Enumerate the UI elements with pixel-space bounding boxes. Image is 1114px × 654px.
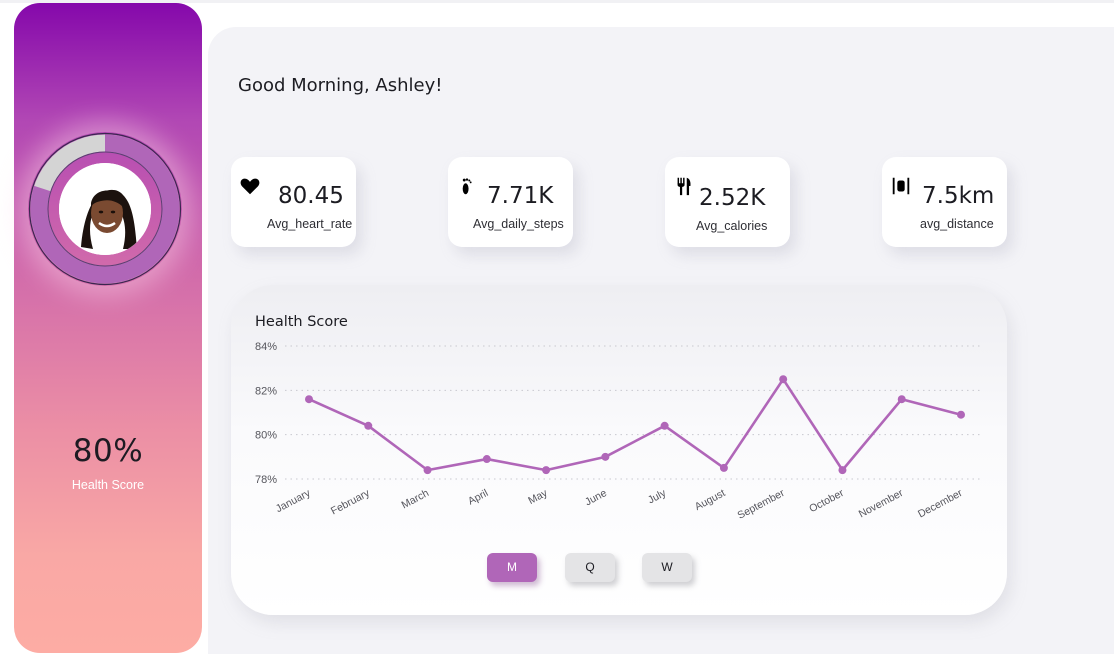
greeting-heading: Good Morning, Ashley!: [238, 75, 443, 96]
series-line: [308, 377, 962, 472]
x-tick-label: July: [646, 487, 669, 507]
data-point: [660, 421, 669, 430]
progress-ring-graphic: [28, 132, 182, 286]
data-point: [719, 463, 728, 472]
top-border: [0, 0, 1114, 3]
x-tick-label: October: [807, 487, 846, 515]
x-tick-label: January: [274, 487, 313, 515]
kpi-value: 2.52K: [699, 185, 766, 211]
avatar-portrait: [59, 163, 151, 255]
profile-sidebar: 80% Health Score: [14, 3, 202, 653]
main-panel: Good Morning, Ashley! 80.45 Avg_heart_ra…: [208, 27, 1114, 654]
health-score-label: Health Score: [71, 478, 145, 492]
kpi-label: Avg_calories: [696, 219, 768, 233]
kpi-label: Avg_daily_steps: [473, 217, 564, 231]
kpi-value: 80.45: [278, 183, 344, 209]
x-tick-label: November: [857, 487, 906, 521]
kpi-value: 7.5km: [922, 183, 995, 209]
data-point: [542, 466, 551, 475]
y-tick-label: 80%: [255, 430, 277, 442]
data-point: [364, 421, 373, 430]
health-score-value: 80%: [72, 433, 144, 469]
profile-progress-ring: [28, 132, 182, 286]
x-tick-label: September: [736, 487, 787, 522]
x-tick-label: December: [916, 487, 965, 521]
kpi-label: Avg_heart_rate: [267, 217, 353, 231]
data-point: [305, 395, 313, 404]
period-button-quarter[interactable]: Q: [565, 553, 615, 582]
heart-icon: [240, 178, 260, 195]
x-tick-label: March: [400, 487, 432, 511]
kpi-card-calories[interactable]: 2.52K Avg_calories: [665, 157, 790, 247]
data-point: [423, 466, 432, 475]
data-point: [838, 466, 847, 475]
fork-knife-icon: [677, 177, 691, 196]
health-score-chart-card: Health Score 78% 80% 82% 84% January February…: [231, 285, 1007, 615]
x-tick-label: June: [583, 487, 609, 508]
kpi-value: 7.71K: [487, 183, 554, 209]
kpi-card-distance[interactable]: 7.5km avg_distance: [882, 157, 1007, 247]
avatar[interactable]: [59, 163, 151, 255]
data-point: [779, 375, 788, 384]
footprint-icon: [462, 178, 472, 195]
data-point: [482, 455, 491, 464]
data-point: [957, 410, 965, 419]
period-button-week[interactable]: W: [642, 553, 692, 582]
x-tick-label: May: [526, 487, 550, 507]
distance-icon: [892, 177, 910, 195]
period-button-month[interactable]: M: [487, 553, 537, 582]
chart-title: Health Score: [255, 314, 348, 330]
data-point: [601, 452, 610, 461]
y-tick-label: 84%: [255, 341, 277, 353]
x-tick-label: April: [466, 487, 490, 507]
kpi-label: avg_distance: [920, 217, 994, 231]
y-tick-label: 78%: [255, 474, 277, 486]
data-point: [897, 395, 906, 404]
health-score-line-chart: 78% 80% 82% 84% January February March April May…: [255, 341, 983, 522]
y-tick-label: 82%: [255, 385, 277, 397]
kpi-card-heart-rate[interactable]: 80.45 Avg_heart_rate: [231, 157, 356, 247]
x-tick-label: August: [693, 487, 728, 513]
x-tick-label: February: [329, 487, 372, 518]
kpi-card-daily-steps[interactable]: 7.71K Avg_daily_steps: [448, 157, 573, 247]
